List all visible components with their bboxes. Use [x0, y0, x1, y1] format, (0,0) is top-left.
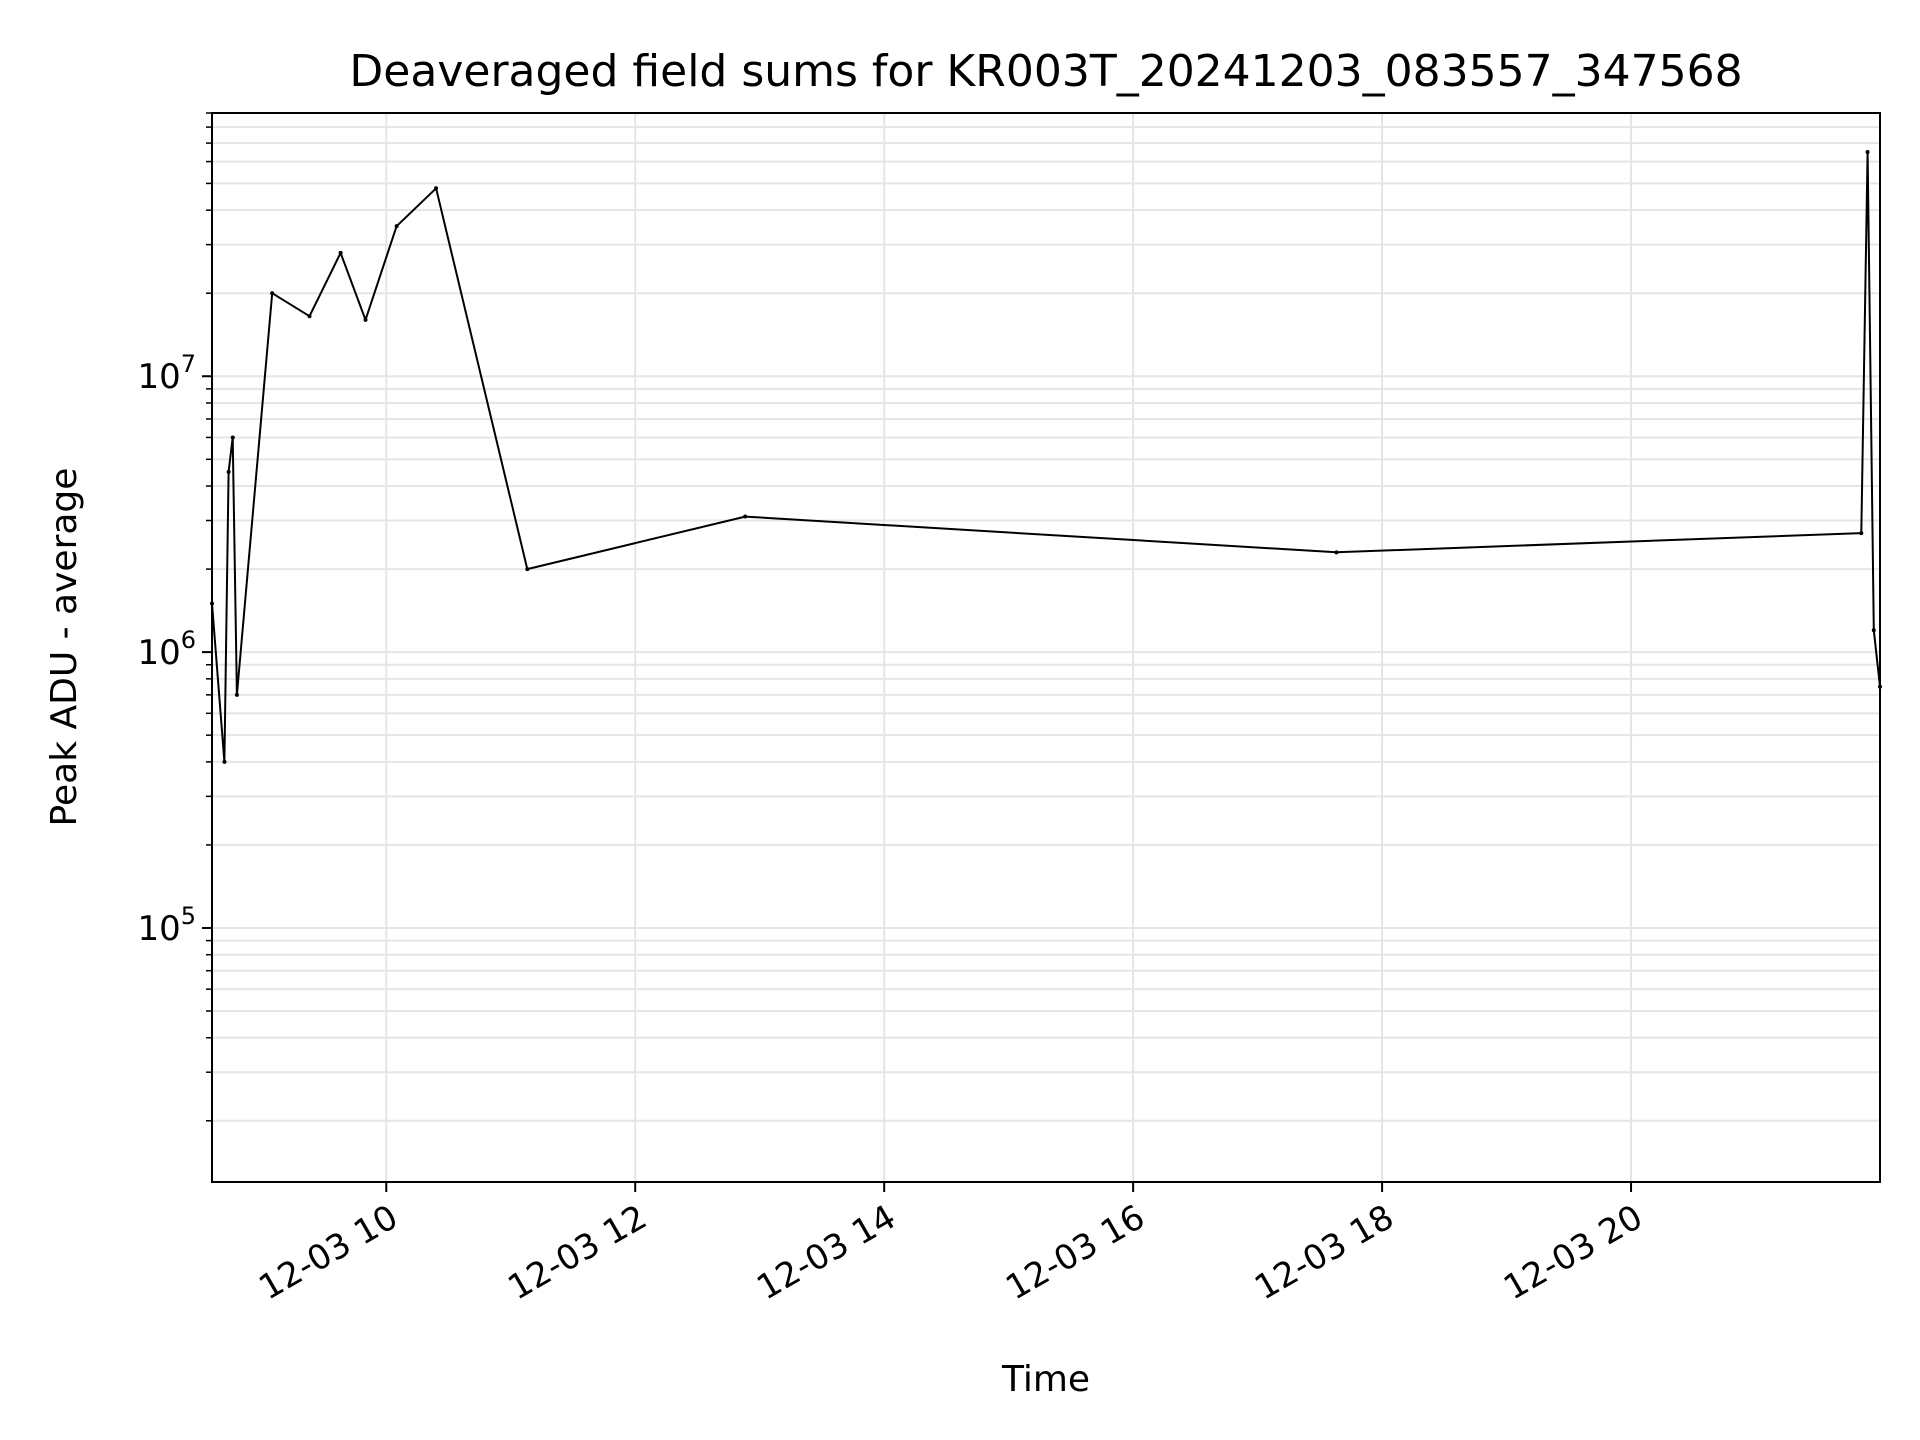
y-tick-label: 107	[137, 350, 196, 397]
data-point	[1334, 550, 1339, 555]
chart-title: Deaveraged field sums for KR003T_2024120…	[349, 46, 1742, 97]
data-point	[222, 759, 227, 764]
y-axis-ticks: 105 106 107	[137, 112, 212, 1122]
data-point	[1871, 628, 1876, 633]
y-tick-label: 105	[137, 902, 196, 949]
x-tick-label: 12-03 16	[999, 1197, 1151, 1308]
data-point	[1865, 149, 1870, 154]
grid-layer	[212, 112, 1880, 1182]
x-axis-label: Time	[1001, 1359, 1090, 1400]
plot-area	[210, 149, 1882, 764]
data-point	[338, 250, 343, 255]
data-point	[434, 186, 439, 191]
x-tick-label: 12-03 14	[750, 1197, 902, 1308]
data-point	[226, 469, 231, 474]
x-tick-label: 12-03 12	[501, 1197, 653, 1308]
x-tick-label: 12-03 18	[1248, 1197, 1400, 1308]
y-tick-label: 106	[137, 626, 196, 673]
data-point	[363, 317, 368, 322]
data-point	[270, 291, 275, 296]
plot-frame	[211, 112, 1881, 1183]
data-point	[230, 435, 235, 440]
data-point	[1859, 531, 1864, 536]
data-point	[307, 314, 312, 319]
series-line	[211, 151, 1881, 763]
data-point	[743, 514, 748, 519]
data-point	[525, 567, 530, 572]
x-axis-ticks: 12-03 10 12-03 12 12-03 14 12-03 16 12-03 18…	[252, 1182, 1650, 1308]
data-point	[394, 224, 399, 229]
x-tick-label: 12-03 10	[252, 1197, 404, 1308]
y-axis-label: Peak ADU - average	[44, 468, 85, 827]
data-point	[234, 692, 239, 697]
x-tick-label: 12-03 20	[1497, 1197, 1649, 1308]
